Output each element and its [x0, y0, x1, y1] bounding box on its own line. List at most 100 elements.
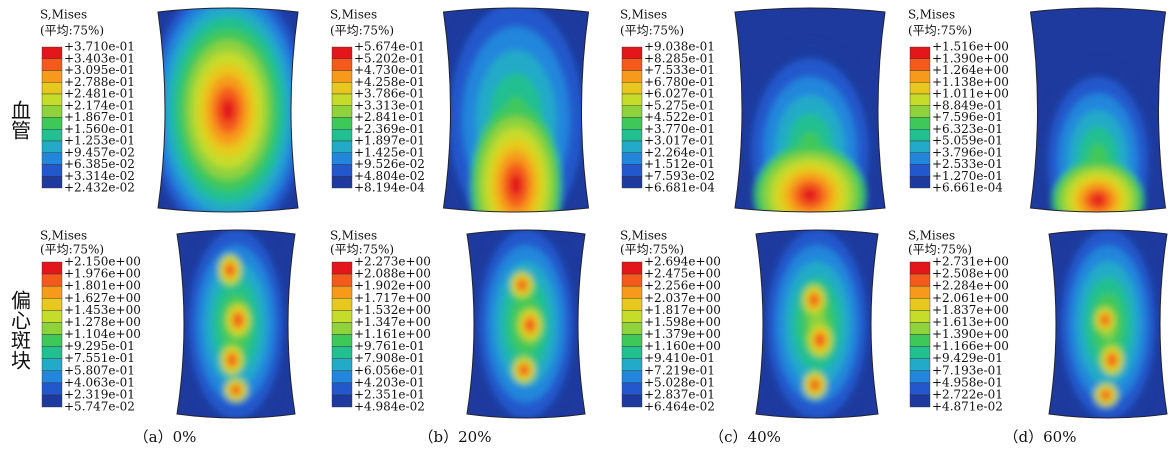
legend-swatch: [42, 71, 62, 83]
legend-swatch: [910, 82, 930, 94]
legend-swatch: [42, 141, 62, 153]
legend-label: +2.432e-02: [64, 181, 135, 195]
legend-swatch: [42, 118, 62, 130]
row-label: 偏心斑块: [8, 290, 32, 370]
legend-swatch: [332, 165, 352, 177]
contour-level: [236, 317, 240, 323]
contour-plot: [735, 8, 885, 260]
legend-swatch: [622, 47, 642, 59]
contour-level: [230, 357, 234, 362]
legend-swatch: [910, 47, 930, 59]
contour-plot: [1031, 8, 1166, 260]
legend-swatch: [42, 165, 62, 177]
figure: 血管偏心斑块S,Mises(平均:75%)+3.710e-01+3.403e-0…: [0, 0, 1173, 451]
legend-swatch: [910, 118, 930, 130]
legend-swatch: [332, 153, 352, 165]
row-label: 血管: [8, 100, 32, 140]
legend-label: +6.661e-04: [932, 181, 1003, 195]
legend-subtitle: (平均:75%): [40, 24, 104, 38]
legend-swatch: [42, 47, 62, 59]
legend-swatch: [622, 322, 642, 334]
legend-swatch: [910, 262, 930, 274]
legend-swatch: [42, 286, 62, 298]
legend-swatch: [42, 176, 62, 188]
legend-swatch: [622, 106, 642, 118]
legend-swatch: [910, 106, 930, 118]
legend-swatch: [910, 347, 930, 359]
legend-label: +8.194e-04: [354, 181, 425, 195]
legend-swatch: [332, 274, 352, 286]
legend-swatch: [42, 274, 62, 286]
contour-level: [1104, 393, 1108, 397]
legend-swatch: [910, 153, 930, 165]
legend-swatch: [332, 47, 352, 59]
legend-swatch: [910, 129, 930, 141]
legend-swatch: [332, 129, 352, 141]
legend-swatch: [622, 298, 642, 310]
legend-swatch: [910, 298, 930, 310]
legend-swatch: [910, 286, 930, 298]
legend-swatch: [622, 286, 642, 298]
legend-swatch: [910, 176, 930, 188]
contour-levels: [436, 0, 596, 265]
contour-plot: [756, 214, 878, 434]
legend-swatch: [622, 129, 642, 141]
legend-swatch: [42, 94, 62, 106]
legend-title: S,Mises: [908, 8, 955, 22]
legend-swatch: [42, 383, 62, 395]
legend-title: S,Mises: [908, 229, 955, 243]
legend-swatch: [42, 82, 62, 94]
contour-plot: [177, 214, 295, 434]
legend-swatch: [622, 347, 642, 359]
contour-levels: [181, 214, 291, 434]
legend-title: S,Mises: [40, 229, 87, 243]
legend-swatch: [910, 59, 930, 71]
legend-swatch: [332, 176, 352, 188]
contour-level: [813, 383, 817, 388]
legend-title: S,Mises: [40, 8, 87, 22]
legend-swatch: [42, 347, 62, 359]
legend-swatch: [622, 176, 642, 188]
contour-level: [1092, 194, 1105, 205]
legend-swatch: [332, 322, 352, 334]
contour-levels: [759, 214, 875, 434]
legend-label: +6.681e-04: [644, 181, 715, 195]
legend-title: S,Mises: [330, 8, 377, 22]
legend-swatch: [622, 383, 642, 395]
legend-swatch: [622, 359, 642, 371]
legend-swatch: [622, 395, 642, 407]
caption: （d）60%: [1004, 428, 1077, 446]
contour-level: [1103, 318, 1107, 323]
legend-swatch: [42, 262, 62, 274]
legend-swatch: [42, 371, 62, 383]
caption: （a）0%: [134, 428, 197, 446]
legend-swatch: [622, 371, 642, 383]
contour-plot: [436, 0, 596, 265]
legend-swatch: [622, 94, 642, 106]
legend-swatch: [332, 82, 352, 94]
contour-level: [802, 188, 818, 202]
caption: （c）40%: [709, 428, 781, 446]
legend-swatch: [910, 395, 930, 407]
legend-swatch: [42, 335, 62, 347]
legend-swatch: [332, 347, 352, 359]
legend-subtitle: (平均:75%): [330, 24, 394, 38]
legend-swatch: [332, 359, 352, 371]
legend-swatch: [910, 141, 930, 153]
legend-swatch: [42, 310, 62, 322]
legend-swatch: [42, 129, 62, 141]
legend-swatch: [910, 322, 930, 334]
contour-level: [228, 267, 232, 272]
legend-swatch: [42, 59, 62, 71]
legend-label: +4.871e-02: [932, 400, 1003, 414]
legend-swatch: [332, 106, 352, 118]
legend-label: +6.464e-02: [644, 400, 715, 414]
legend-swatch: [622, 335, 642, 347]
legend-swatch: [42, 322, 62, 334]
legend-swatch: [332, 286, 352, 298]
contour-level: [1110, 357, 1114, 362]
legend-swatch: [332, 395, 352, 407]
legend-swatch: [910, 359, 930, 371]
contour-level: [818, 337, 822, 343]
legend-swatch: [332, 310, 352, 322]
